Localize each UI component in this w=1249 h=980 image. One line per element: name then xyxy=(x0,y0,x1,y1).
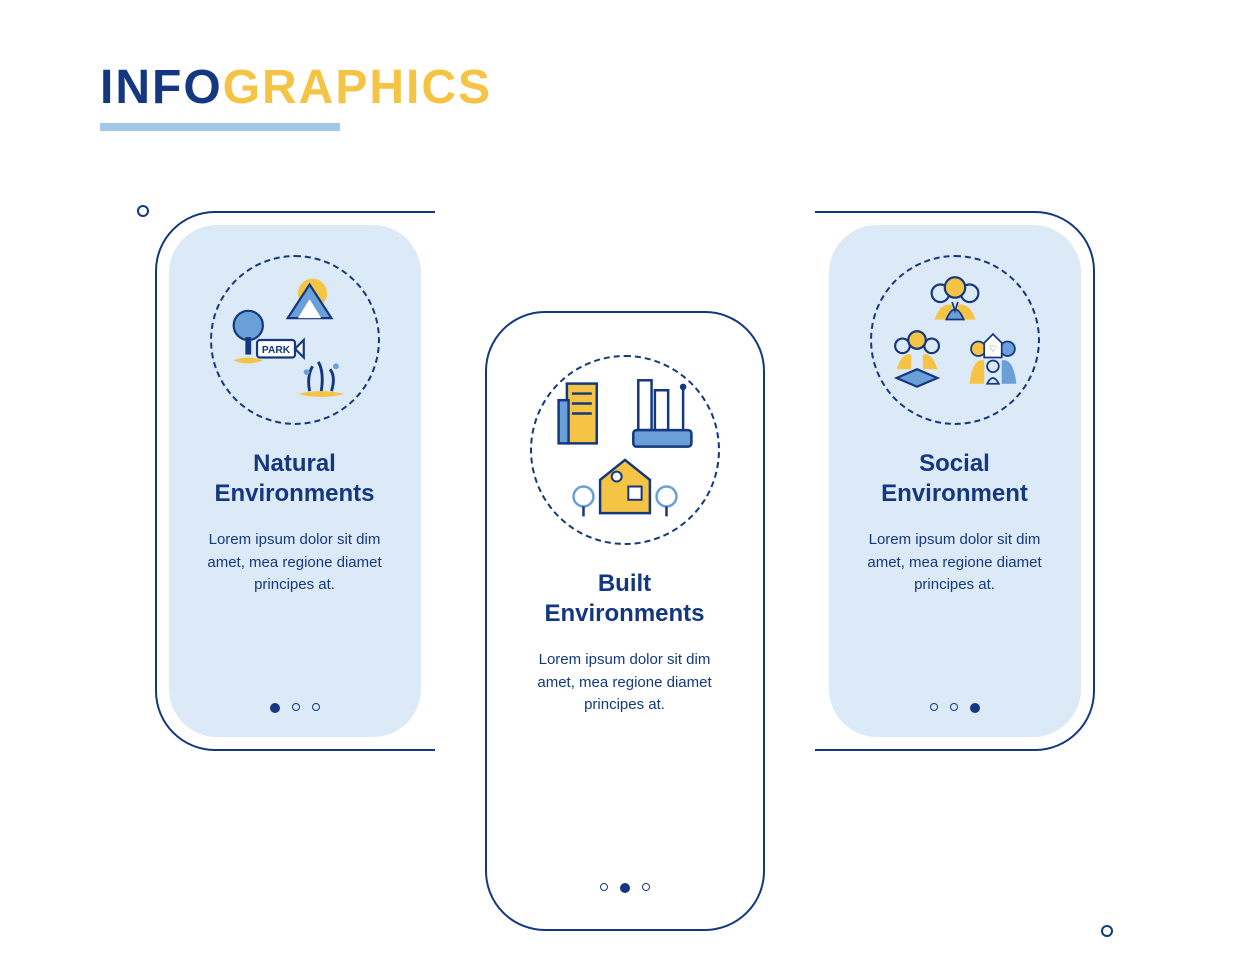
dot xyxy=(950,703,958,711)
pagination-dots xyxy=(930,703,980,713)
socket-icon xyxy=(137,205,149,217)
card-natural: PARK Natural Environments Lorem ipsum do… xyxy=(155,211,435,931)
page-title: INFOGRAPHICS xyxy=(100,60,1149,131)
dot-active xyxy=(620,883,630,893)
card-title: Social Environment xyxy=(881,449,1028,509)
card-social: ♡ Social Environment Lorem ipsum dolor s… xyxy=(815,211,1095,931)
title-part1: INFO xyxy=(100,61,223,114)
dot xyxy=(930,703,938,711)
pagination-dots xyxy=(600,883,650,893)
dot xyxy=(600,883,608,891)
card-desc: Lorem ipsum dolor sit dim amet, mea regi… xyxy=(519,649,731,883)
social-icon: ♡ xyxy=(870,255,1040,425)
svg-text:PARK: PARK xyxy=(261,345,290,356)
title-underline xyxy=(100,123,340,131)
pagination-dots xyxy=(270,703,320,713)
socket-icon xyxy=(1101,925,1113,937)
card-title: Natural Environments xyxy=(214,449,374,509)
svg-text:♡: ♡ xyxy=(989,344,997,354)
dot xyxy=(292,703,300,711)
title-part2: GRAPHICS xyxy=(223,61,492,114)
card-title: Built Environments xyxy=(544,569,704,629)
card-desc: Lorem ipsum dolor sit dim amet, mea regi… xyxy=(849,529,1061,703)
dot xyxy=(642,883,650,891)
dot-active xyxy=(270,703,280,713)
built-icon xyxy=(530,355,720,545)
nature-icon: PARK xyxy=(210,255,380,425)
dot xyxy=(312,703,320,711)
cards-row: PARK Natural Environments Lorem ipsum do… xyxy=(100,191,1149,931)
dot-active xyxy=(970,703,980,713)
card-built: Built Environments Lorem ipsum dolor sit… xyxy=(485,311,765,931)
card-desc: Lorem ipsum dolor sit dim amet, mea regi… xyxy=(189,529,401,703)
